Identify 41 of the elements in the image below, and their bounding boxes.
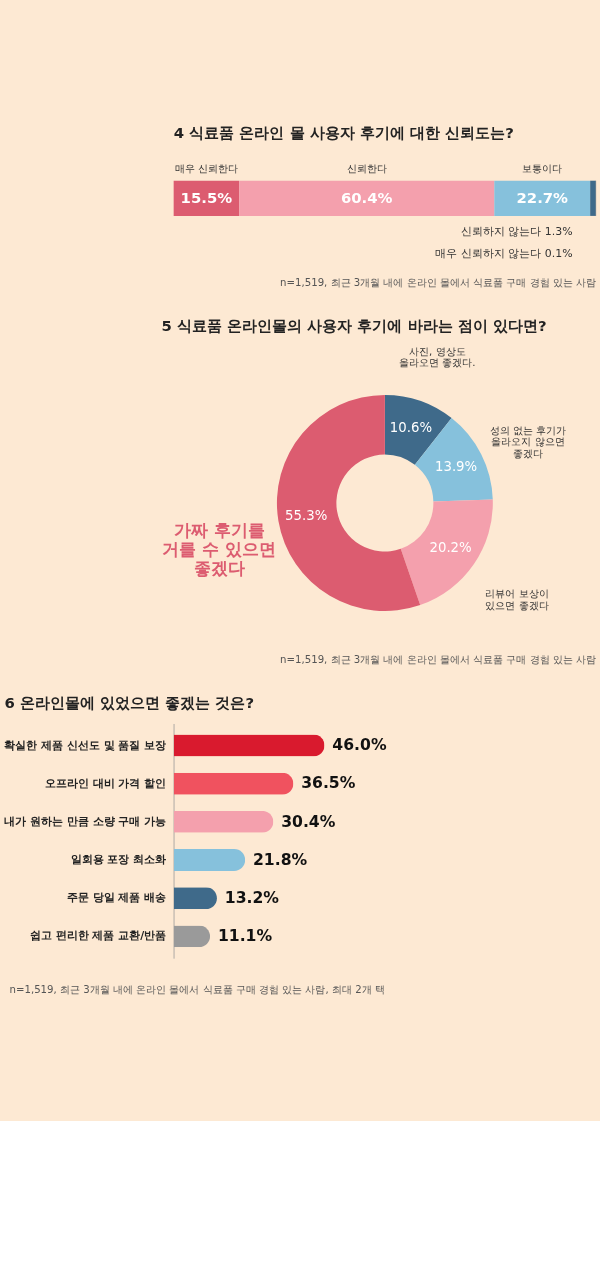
bar: [494, 180, 591, 216]
series-label: 매우 신뢰한다: [174, 163, 239, 175]
text: n=1,519, 최근 3개월 내에 온라인 몰에서 식료품 구매 경험 있는 사람, 최대 2개 택: [9, 983, 385, 995]
text: 매우 신뢰하지 않는다 0.1%: [435, 246, 573, 260]
text: n=1,519, 최근 3개월 내에 온라인 몰에서 식료품 구매 경험 있는 사람: [280, 276, 597, 288]
data-label: 46.0%: [332, 735, 387, 755]
y-tick-label: 오프라인 대비 가격 할인: [44, 776, 167, 790]
data-label: 21.8%: [252, 849, 308, 869]
data-label: 11.1%: [217, 926, 273, 946]
data-label: 13.9%: [434, 458, 478, 474]
data-label: 13.2%: [224, 887, 280, 907]
bar: [173, 772, 294, 795]
text: 신뢰하지 않는다 1.3%: [460, 224, 573, 238]
y-tick-label: 일회용 포장 최소화: [70, 853, 167, 867]
chart-title: 6 온라인몰에 있었으면 좋겠는 것은?: [4, 693, 255, 712]
text: n=1,519, 최근 3개월 내에 온라인 몰에서 식료품 구매 경험 있는 사람: [280, 653, 597, 665]
data-label: 36.5%: [301, 773, 356, 793]
bar: [590, 180, 596, 216]
chart-title: 4 식료품 온라인 몰 사용자 후기에 대한 신뢰도는?: [173, 123, 514, 142]
y-tick-label: 쉽고 편리한 제품 교환/반품: [29, 929, 167, 943]
chart-title: 5 식료품 온라인몰의 사용자 후기에 바라는 점이 있다면?: [161, 317, 547, 336]
data-label: 22.7%: [516, 189, 569, 208]
y-tick-label: 주문 당일 제품 배송: [66, 891, 167, 905]
data-label: 60.4%: [340, 189, 393, 208]
slice-label: 사진, 영상도 올라오면 좋겠다.: [399, 345, 476, 369]
slice-label: 리뷰어 보상이 있으면 좋겠다: [485, 588, 549, 611]
data-label: 10.6%: [389, 419, 433, 435]
bar: [239, 180, 495, 216]
y-tick-label: 내가 원하는 만큼 소량 구매 가능: [4, 814, 167, 828]
bar: [173, 734, 325, 757]
data-label: 20.2%: [429, 540, 472, 556]
y-tick-label: 확실한 제품 신선도 및 품질 보장: [4, 738, 167, 752]
data-label: 15.5%: [180, 189, 233, 208]
bar: [173, 849, 246, 871]
bar: [173, 810, 274, 833]
series-label: 신뢰한다: [346, 163, 387, 175]
data-label: 30.4%: [281, 811, 336, 831]
series-label: 보통이다: [522, 163, 563, 175]
slice-label: 성의 없는 후기가 올라오지 않으면 좋겠다: [489, 424, 567, 460]
slice-label: 가짜 후기를 거를 수 있으면 좋겠다: [162, 520, 276, 578]
data-label: 55.3%: [285, 508, 328, 524]
